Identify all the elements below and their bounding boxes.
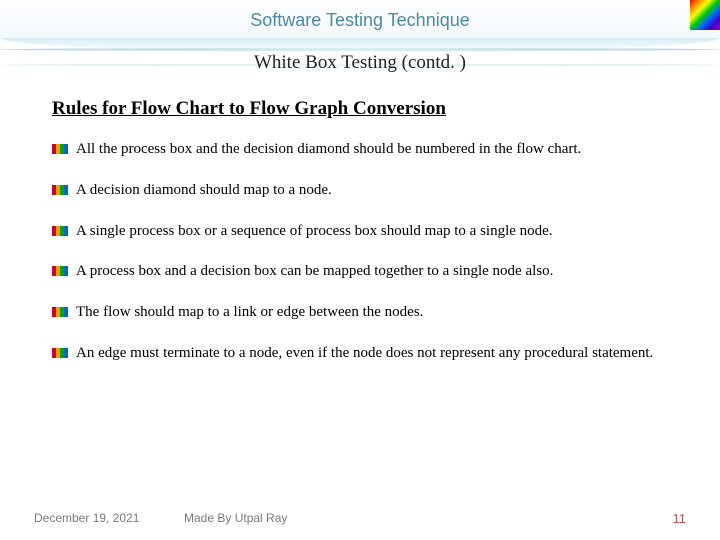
list-item: A decision diamond should map to a node. [52, 181, 680, 200]
bullet-list: All the process box and the decision dia… [52, 140, 680, 363]
rainbow-bullet-icon [52, 226, 68, 236]
list-item: The flow should map to a link or edge be… [52, 303, 680, 322]
rainbow-bullet-icon [52, 348, 68, 358]
list-item: A single process box or a sequence of pr… [52, 222, 680, 241]
section-heading: Rules for Flow Chart to Flow Graph Conve… [52, 98, 680, 120]
rainbow-bullet-icon [52, 144, 68, 154]
list-item: An edge must terminate to a node, even i… [52, 344, 680, 363]
header-band: Software Testing Technique White Box Tes… [0, 0, 720, 82]
rainbow-bullet-icon [52, 307, 68, 317]
rainbow-corner-icon [690, 0, 720, 30]
footer-page-number: 11 [673, 511, 687, 526]
page-title: Software Testing Technique [250, 10, 469, 31]
content-area: Rules for Flow Chart to Flow Graph Conve… [52, 98, 680, 385]
list-item: All the process box and the decision dia… [52, 140, 680, 159]
list-item-text: All the process box and the decision dia… [76, 141, 581, 157]
footer-date: December 19, 2021 [34, 511, 184, 526]
list-item-text: A decision diamond should map to a node. [76, 182, 332, 198]
page-subtitle: White Box Testing (contd. ) [0, 52, 720, 74]
header-main: Software Testing Technique [0, 0, 720, 40]
list-item-text: An edge must terminate to a node, even i… [76, 345, 653, 361]
decorative-wave [0, 48, 720, 51]
list-item: A process box and a decision box can be … [52, 262, 680, 281]
footer-author: Made By Utpal Ray [184, 511, 673, 526]
list-item-text: The flow should map to a link or edge be… [76, 304, 423, 320]
rainbow-bullet-icon [52, 185, 68, 195]
rainbow-bullet-icon [52, 266, 68, 276]
list-item-text: A process box and a decision box can be … [76, 263, 553, 279]
footer: December 19, 2021 Made By Utpal Ray 11 [34, 511, 686, 526]
list-item-text: A single process box or a sequence of pr… [76, 223, 553, 239]
